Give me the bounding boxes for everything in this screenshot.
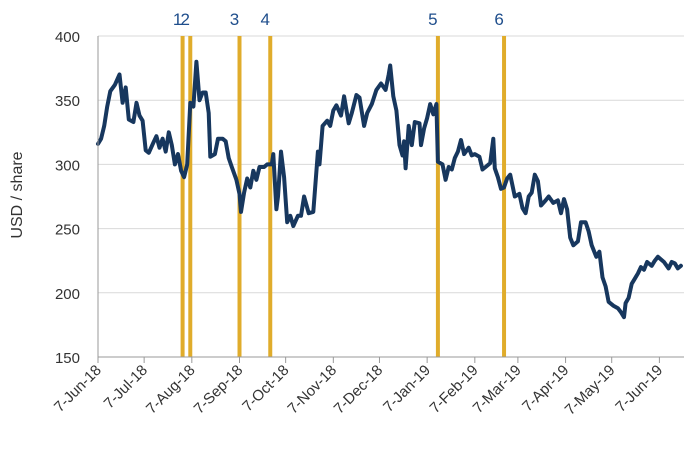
y-axis-title: USD / share bbox=[9, 151, 26, 238]
event-label: 1 bbox=[173, 10, 182, 29]
price-line bbox=[96, 59, 683, 320]
y-tick-label: 150 bbox=[55, 350, 80, 367]
event-label: 2 bbox=[181, 10, 190, 29]
x-tick-label: 7-Dec-18 bbox=[331, 362, 387, 418]
y-tick-label: 400 bbox=[55, 29, 80, 46]
x-tick-label: 7-Nov-18 bbox=[284, 362, 340, 418]
y-tick-label: 200 bbox=[55, 286, 80, 303]
x-tick-label: 7-Mar-19 bbox=[470, 362, 525, 417]
y-tick-label: 300 bbox=[55, 157, 80, 174]
event-label: 3 bbox=[230, 10, 239, 29]
x-tick-label: 7-Jan-19 bbox=[380, 362, 434, 416]
x-tick-label: 7-Sep-18 bbox=[191, 362, 247, 418]
y-tick-label: 350 bbox=[55, 93, 80, 110]
event-markers: 12 3 4 5 6 bbox=[173, 10, 507, 357]
y-tick-label: 250 bbox=[55, 222, 80, 239]
x-tick-label: 7-May-19 bbox=[562, 362, 619, 419]
x-tick-label: 7-Oct-18 bbox=[239, 362, 292, 415]
event-label: 6 bbox=[494, 10, 503, 29]
x-tick-labels: 7-Jun-187-Jul-187-Aug-187-Sep-187-Oct-18… bbox=[51, 362, 666, 419]
event-label: 5 bbox=[428, 10, 437, 29]
x-tick-label: 7-Aug-18 bbox=[143, 362, 199, 418]
event-label: 4 bbox=[261, 10, 270, 29]
y-tick-labels: 150 200 250 300 350 400 bbox=[55, 29, 80, 367]
x-tick-label: 7-Jun-19 bbox=[612, 362, 666, 416]
x-tick-label: 7-Jun-18 bbox=[51, 362, 105, 416]
price-series bbox=[96, 59, 683, 320]
axes bbox=[97, 36, 684, 363]
